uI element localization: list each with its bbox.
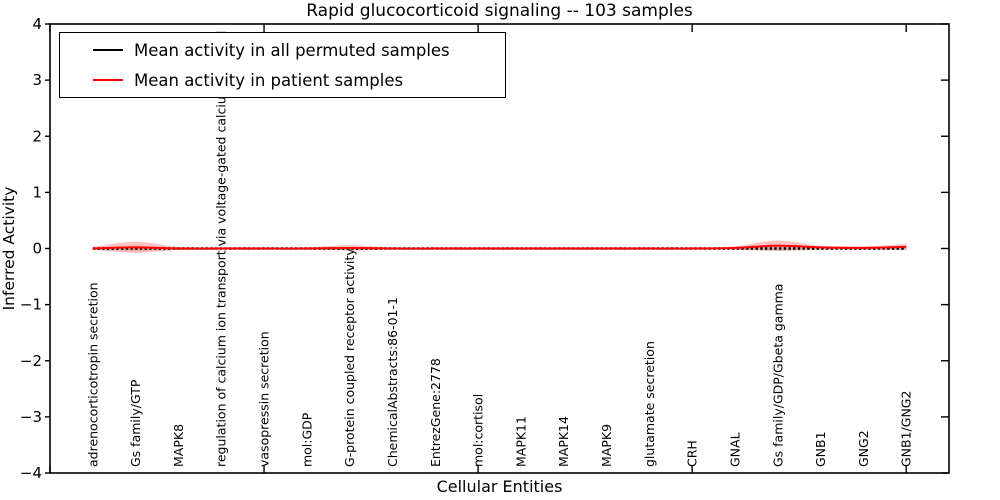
y-tick-label: −4 <box>20 464 42 482</box>
y-tick-label: −1 <box>20 296 42 314</box>
y-tick-label: 4 <box>32 15 42 33</box>
x-category-label: glutamate secretion <box>642 341 657 467</box>
x-category-label: Gs family/GTP <box>128 379 143 467</box>
chart-title: Rapid glucocorticoid signaling -- 103 sa… <box>306 1 693 21</box>
legend: Mean activity in all permuted samples Me… <box>59 32 506 98</box>
legend-label-permuted: Mean activity in all permuted samples <box>134 40 450 60</box>
x-axis-label: Cellular Entities <box>436 477 563 496</box>
x-category-label: GNAL <box>727 432 742 467</box>
y-tick-label: 3 <box>32 71 42 89</box>
x-category-label: GNB1/GNG2 <box>899 391 914 467</box>
x-category-label: MAPK8 <box>171 424 186 467</box>
x-category-label: GNB1 <box>813 431 828 467</box>
patient-line-swatch <box>93 79 123 81</box>
x-category-label: MAPK14 <box>556 416 571 467</box>
x-category-label: EntrezGene:2778 <box>428 358 443 467</box>
x-category-label: mol:GDP <box>299 412 314 467</box>
x-category-label: ChemicalAbstracts:86-01-1 <box>385 297 400 467</box>
x-category-label: CRH <box>685 440 700 467</box>
legend-entry-patient: Mean activity in patient samples <box>60 66 505 95</box>
x-category-label: regulation of calcium ion transport via … <box>214 31 229 467</box>
legend-entry-permuted: Mean activity in all permuted samples <box>60 36 505 65</box>
mean-line-patient <box>92 244 907 250</box>
y-tick-label: −2 <box>20 352 42 370</box>
x-category-label: GNG2 <box>856 430 871 467</box>
y-tick-label: 1 <box>32 183 42 201</box>
x-category-label: MAPK11 <box>513 416 528 467</box>
x-category-label: adrenocorticotropin secretion <box>85 282 100 467</box>
x-category-label: mol:cortisol <box>471 394 486 467</box>
x-category-label: MAPK9 <box>599 424 614 467</box>
y-tick-label: −3 <box>20 408 42 426</box>
x-category-label: Gs family/GDP/Gbeta gamma <box>770 284 785 467</box>
x-category-label: G-protein coupled receptor activity <box>342 248 357 467</box>
permuted-line-swatch <box>93 49 123 51</box>
y-axis-label: Inferred Activity <box>0 187 18 311</box>
x-category-label: vasopressin secretion <box>257 331 272 467</box>
y-tick-label: 2 <box>32 127 42 145</box>
y-tick-label: 0 <box>32 240 42 258</box>
legend-label-patient: Mean activity in patient samples <box>134 70 404 90</box>
